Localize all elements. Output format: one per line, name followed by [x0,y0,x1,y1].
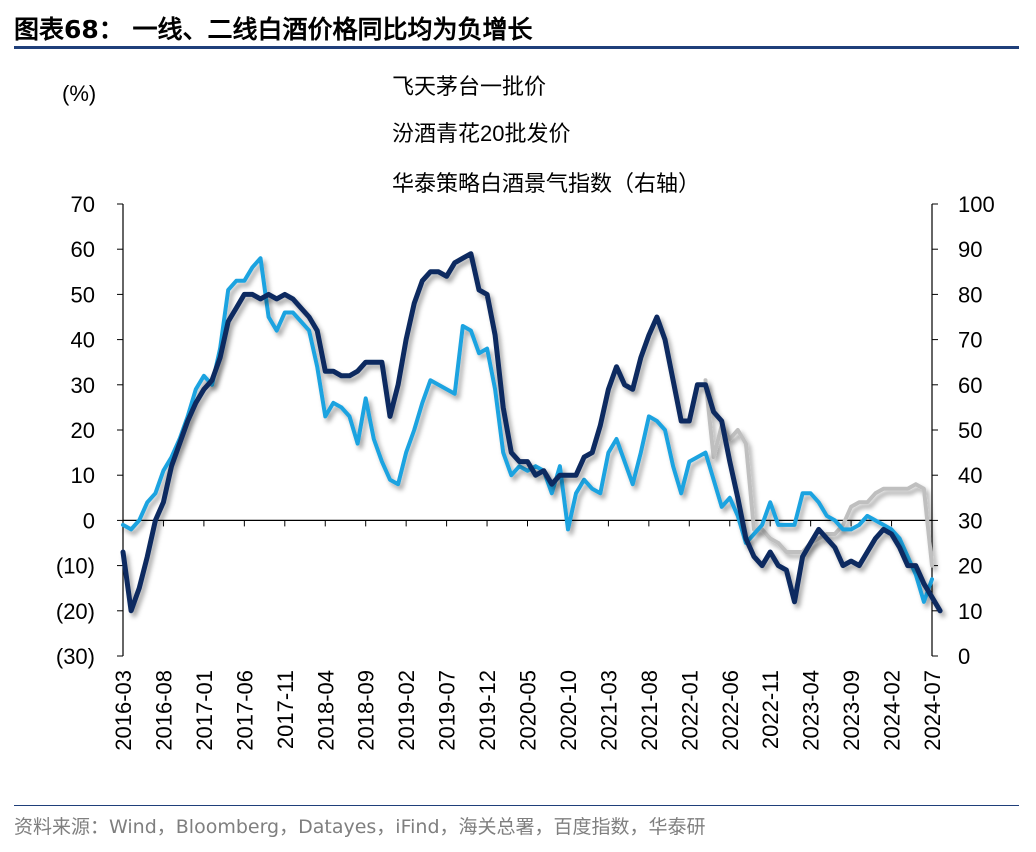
y-left-tick-label: 50 [71,282,95,307]
y-left-tick-label: 70 [71,192,95,217]
x-tick-label: 2022-01 [677,670,702,751]
y-right-tick-label: 90 [958,237,982,262]
x-tick-label: 2023-04 [799,670,824,751]
x-tick-label: 2017-01 [192,670,217,751]
x-tick-label: 2017-06 [232,670,257,751]
legend-label-3: 华泰策略白酒景气指数（右轴） [392,171,700,196]
y-right-tick-label: 20 [958,554,982,579]
y-left-tick-label: (10) [56,554,95,579]
y-left-tick-label: 20 [71,418,95,443]
x-tick-label: 2018-09 [354,670,379,751]
x-tick-label: 2020-10 [556,670,581,751]
series-group [120,251,943,614]
x-tick-label: 2021-08 [637,670,662,751]
y-right-tick-label: 70 [958,328,982,353]
y-left-tick-label: (20) [56,599,95,624]
y-left-tick-label: 30 [71,373,95,398]
y-left-tick-label: 40 [71,328,95,353]
y-right-tick-label: 100 [958,192,995,217]
axes: 706050403020100(10)(20)(30)1009080706050… [56,192,995,751]
y-right-tick-label: 40 [958,463,982,488]
y-right-tick-label: 50 [958,418,982,443]
x-tick-label: 2019-02 [394,670,419,751]
y-left-tick-label: (30) [56,644,95,669]
legend-label-1: 飞天茅台一批价 [392,74,546,99]
source-divider [14,805,1019,806]
x-tick-label: 2017-11 [273,670,298,749]
x-tick-label: 2024-02 [880,670,905,751]
y-right-tick-label: 60 [958,373,982,398]
x-tick-label: 2019-07 [435,670,460,751]
x-tick-label: 2022-11 [758,670,783,749]
series-line-2 [703,378,934,568]
x-tick-label: 2016-08 [151,670,176,751]
series-line-1 [121,256,934,604]
x-tick-label: 2018-04 [313,670,338,751]
x-tick-label: 2024-07 [920,670,945,751]
y-left-tick-label: 0 [83,508,95,533]
y-right-tick-label: 10 [958,599,982,624]
x-tick-label: 2019-12 [475,670,500,751]
chart-title: 图表68： 一线、二线白酒价格同比均为负增长 [14,15,533,44]
y-right-tick-label: 80 [958,282,982,307]
y-axis-unit-label: (%) [62,81,96,106]
x-tick-label: 2016-03 [111,670,136,751]
y-left-tick-label: 60 [71,237,95,262]
x-tick-label: 2020-05 [516,670,541,751]
y-right-tick-label: 30 [958,508,982,533]
y-right-tick-label: 0 [958,644,970,669]
y-left-tick-label: 10 [71,463,95,488]
series-line-3 [120,251,943,614]
x-tick-label: 2022-06 [718,670,743,751]
legend-label-2: 汾酒青花20批发价 [392,121,570,146]
title-divider [14,46,1019,49]
x-tick-label: 2023-09 [839,670,864,751]
x-tick-label: 2021-03 [596,670,621,751]
source-note: 资料来源：Wind，Bloomberg，Datayes，iFind，海关总署，百… [14,816,706,838]
